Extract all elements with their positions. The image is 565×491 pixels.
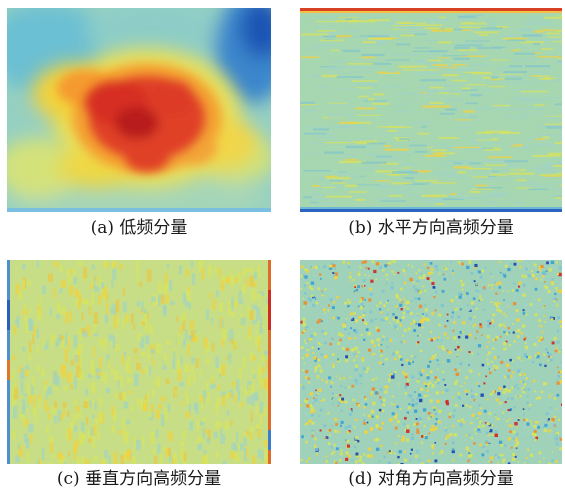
heatmap-c-image — [7, 260, 271, 464]
caption-a: (a) 低频分量 — [90, 218, 188, 238]
heatmap-d-image — [300, 260, 562, 464]
panel-a-low-frequency-heatmap — [7, 8, 271, 212]
panel-c-vertical-high-frequency-heatmap — [7, 260, 271, 464]
caption-d: (d) 对角方向高频分量 — [348, 469, 514, 489]
caption-c: (c) 垂直方向高频分量 — [56, 469, 222, 489]
panel-b-horizontal-high-frequency-heatmap — [300, 8, 562, 212]
heatmap-b-image — [300, 8, 562, 212]
heatmap-a-image — [7, 8, 271, 212]
caption-b: (b) 水平方向高频分量 — [348, 218, 514, 238]
panel-d-diagonal-high-frequency-heatmap — [300, 260, 562, 464]
